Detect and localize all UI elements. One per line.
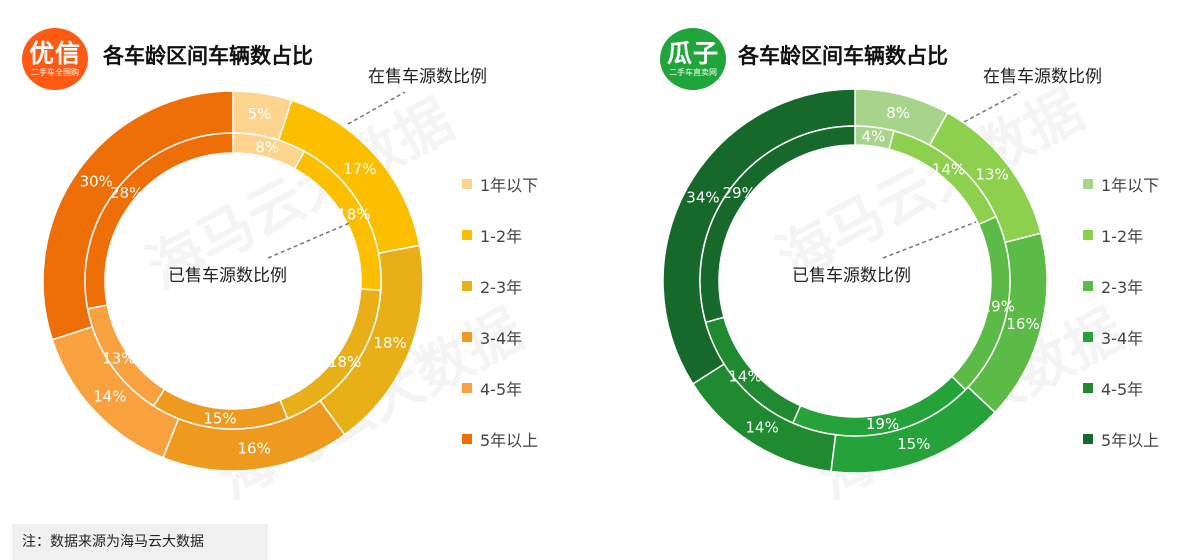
legend-swatch — [1083, 382, 1093, 393]
outer-ring-label: 在售车源数比例 — [983, 67, 1102, 87]
data-label: 16% — [238, 440, 271, 458]
data-label: 30% — [80, 173, 113, 191]
legend-label: 1-2年 — [1101, 226, 1144, 246]
data-label: 16% — [1006, 315, 1039, 333]
data-label: 18% — [328, 353, 361, 371]
legend-swatch — [1083, 433, 1093, 444]
data-label: 19% — [982, 297, 1015, 315]
brand-name: 优信 — [28, 38, 81, 68]
callout-line — [267, 221, 353, 259]
data-label: 17% — [343, 160, 376, 178]
legend-swatch — [1083, 229, 1093, 240]
brand-sub: 二手车直卖网 — [669, 67, 717, 77]
legend-item: 5年以上 — [462, 413, 538, 464]
data-label: 15% — [203, 409, 236, 427]
legend-item: 3-4年 — [462, 311, 538, 362]
legend-item: 4-5年 — [462, 362, 538, 413]
data-label: 14% — [93, 388, 126, 406]
donut-chart: 5% 17% 18% 16% 14% 30% 8% 18% 18% 15% 13% 28% 在售车源数比… — [42, 67, 487, 472]
legend-label: 5年以上 — [1101, 430, 1160, 450]
youxin-logo: 优信 二手车全国购 — [22, 28, 88, 90]
legend-label: 3-4年 — [480, 328, 523, 348]
brand-sub: 二手车全国购 — [31, 67, 79, 77]
legend-label: 2-3年 — [480, 277, 523, 297]
source-note: 注：数据来源为海马云大数据 — [12, 524, 268, 560]
legend-swatch — [1083, 331, 1093, 342]
data-label: 8% — [255, 138, 279, 156]
data-label: 13% — [975, 166, 1008, 184]
chart-title: 各车龄区间车辆数占比 — [738, 44, 948, 68]
legend-item: 4-5年 — [1083, 362, 1159, 413]
inner-ring-label: 已售车源数比例 — [792, 266, 911, 286]
outer-ring-slice — [42, 90, 234, 341]
data-label: 19% — [866, 415, 899, 433]
data-label: 18% — [373, 334, 406, 352]
brand-name: 瓜子 — [666, 38, 719, 68]
inner-ring-label: 已售车源数比例 — [168, 266, 287, 286]
legend-item: 1年以下 — [462, 158, 538, 209]
legend-label: 2-3年 — [1101, 277, 1144, 297]
data-label: 18% — [337, 206, 370, 224]
data-label: 5% — [248, 105, 272, 123]
legend-label: 4-5年 — [480, 379, 523, 399]
data-label: 15% — [897, 435, 930, 453]
data-label: 14% — [745, 418, 778, 436]
donut-chart: 8% 13% 16% 15% 14% 34% 4% 14% 19% 19% 14% 29% 在售车源数比… — [662, 67, 1102, 474]
guazi-panel: 瓜子 二手车直卖网 各车龄区间车辆数占比 8% 13% 16% 15% 14% 34% 4%… — [590, 0, 1183, 500]
guazi-logo: 瓜子 二手车直卖网 — [660, 28, 726, 90]
outer-ring-label: 在售车源数比例 — [368, 67, 487, 87]
data-label: 14% — [932, 161, 965, 179]
legend-label: 3-4年 — [1101, 328, 1144, 348]
chart-title: 各车龄区间车辆数占比 — [103, 44, 313, 68]
data-label: 34% — [686, 188, 719, 206]
legend-item: 2-3年 — [1083, 260, 1159, 311]
data-label: 8% — [886, 104, 910, 122]
legend-swatch — [462, 331, 472, 342]
callout-line — [347, 91, 406, 125]
legend-label: 1年以下 — [1101, 175, 1160, 195]
legend-swatch — [462, 280, 472, 291]
legend-swatch — [462, 229, 472, 240]
inner-ring-slice — [699, 125, 856, 324]
data-label: 14% — [728, 367, 761, 385]
legend-swatch — [462, 178, 472, 189]
legend: 1年以下 1-2年 2-3年 3-4年 4-5年 5年以上 — [462, 158, 538, 464]
legend-item: 2-3年 — [462, 260, 538, 311]
legend-swatch — [1083, 178, 1093, 189]
data-label: 4% — [862, 128, 886, 146]
legend-swatch — [462, 433, 472, 444]
legend-label: 4-5年 — [1101, 379, 1144, 399]
data-label: 28% — [110, 184, 143, 202]
legend: 1年以下 1-2年 2-3年 3-4年 4-5年 5年以上 — [1083, 158, 1159, 464]
callout-line — [963, 91, 1021, 123]
legend-swatch — [462, 382, 472, 393]
legend-item: 1-2年 — [462, 209, 538, 260]
inner-ring-slice — [84, 132, 234, 310]
legend-label: 1-2年 — [480, 226, 523, 246]
data-label: 13% — [102, 350, 135, 368]
youxin-panel: 优信 二手车全国购 各车龄区间车辆数占比 5% 17% 18% 16% 14% 30% 8%… — [0, 0, 590, 500]
legend-item: 5年以上 — [1083, 413, 1159, 464]
legend-item: 3-4年 — [1083, 311, 1159, 362]
legend-label: 1年以下 — [480, 175, 539, 195]
legend-item: 1-2年 — [1083, 209, 1159, 260]
legend-swatch — [1083, 280, 1093, 291]
legend-item: 1年以下 — [1083, 158, 1159, 209]
legend-label: 5年以上 — [480, 430, 539, 450]
data-label: 29% — [723, 184, 756, 202]
callout-line — [882, 221, 977, 259]
